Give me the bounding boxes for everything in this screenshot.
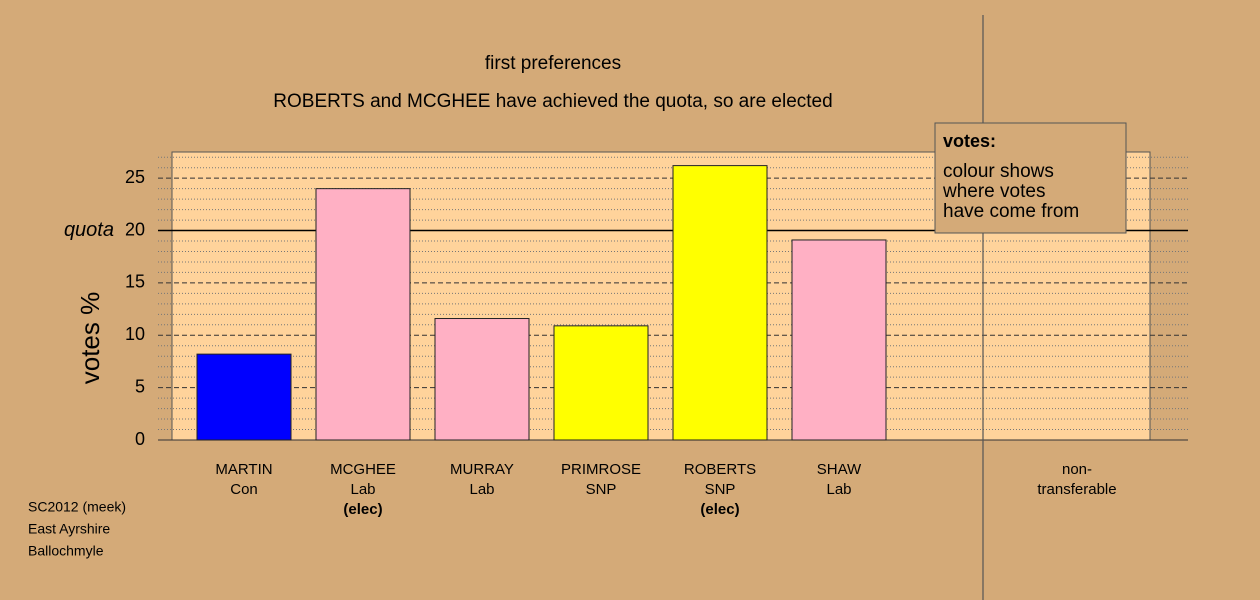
legend-text: have come from: [943, 201, 1079, 222]
x-tick-label: (elec): [343, 501, 382, 518]
bar: [553, 325, 649, 441]
y-tick-label: 0: [135, 429, 145, 449]
footer-text: East Ayrshire: [28, 521, 110, 537]
y-tick-label: 20: [125, 219, 145, 239]
x-tick-label: Lab: [469, 481, 494, 498]
y-tick-label: 25: [125, 167, 145, 187]
x-tick-label: SNP: [705, 481, 736, 498]
x-tick-label: SHAW: [817, 461, 862, 478]
x-tick-label: SNP: [586, 481, 617, 498]
x-tick-label: Con: [230, 481, 258, 498]
footer-text: Ballochmyle: [28, 543, 104, 559]
x-tick-label: PRIMROSE: [561, 461, 641, 478]
bar: [196, 353, 292, 441]
y-tick-label: 10: [125, 324, 145, 344]
x-tick-label: MCGHEE: [330, 461, 396, 478]
x-tick-label: Lab: [350, 481, 375, 498]
y-tick-label: 15: [125, 272, 145, 292]
y-axis-label: votes %: [75, 292, 105, 385]
bar: [791, 239, 887, 441]
x-tick-label: MARTIN: [215, 461, 272, 478]
legend-text: colour shows: [943, 161, 1054, 182]
legend-box: [934, 122, 1127, 234]
x-tick-label: Lab: [826, 481, 851, 498]
legend-text: where votes: [942, 181, 1045, 202]
x-tick-label: transferable: [1037, 481, 1116, 498]
x-tick-label: (elec): [700, 501, 739, 518]
bar: [315, 188, 411, 441]
y-tick-label: 5: [135, 376, 145, 396]
x-tick-label: ROBERTS: [684, 461, 756, 478]
chart-title: first preferences: [485, 53, 621, 74]
footer-text: SC2012 (meek): [28, 499, 126, 515]
chart-subtitle: ROBERTS and MCGHEE have achieved the quo…: [273, 91, 832, 112]
x-tick-label: MURRAY: [450, 461, 514, 478]
quota-label: quota: [64, 219, 114, 241]
bar: [434, 318, 530, 441]
bar: [672, 165, 768, 441]
legend-title: votes:: [943, 131, 996, 151]
x-tick-label: non-: [1062, 461, 1092, 478]
